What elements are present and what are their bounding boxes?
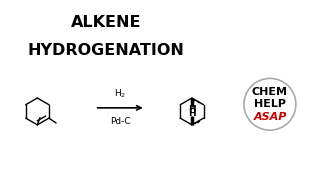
Text: ASAP: ASAP [253,112,287,122]
Text: ALKENE: ALKENE [71,15,141,30]
Text: HYDROGENATION: HYDROGENATION [28,43,184,58]
Text: Pd-C: Pd-C [110,117,131,126]
Text: HELP: HELP [254,99,286,109]
Text: H$_2$: H$_2$ [114,88,126,100]
Text: H: H [188,105,196,114]
Text: H: H [188,109,196,118]
Text: CHEM: CHEM [252,87,288,97]
